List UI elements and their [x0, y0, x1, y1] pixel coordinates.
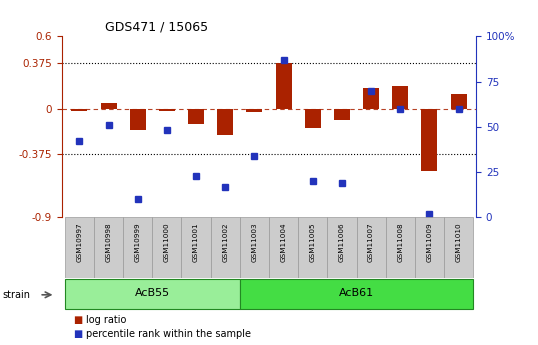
- Text: ■: ■: [73, 329, 82, 339]
- FancyBboxPatch shape: [327, 217, 357, 278]
- Text: ■: ■: [73, 315, 82, 325]
- FancyBboxPatch shape: [444, 217, 473, 278]
- Text: strain: strain: [3, 290, 31, 300]
- FancyBboxPatch shape: [123, 217, 152, 278]
- FancyBboxPatch shape: [211, 217, 240, 278]
- Bar: [246, 109, 263, 112]
- FancyBboxPatch shape: [65, 217, 94, 278]
- FancyBboxPatch shape: [240, 217, 269, 278]
- Text: AcB61: AcB61: [339, 288, 374, 298]
- FancyBboxPatch shape: [181, 217, 211, 278]
- Bar: [392, 86, 408, 109]
- Bar: [451, 94, 466, 109]
- Text: GSM11005: GSM11005: [310, 222, 316, 262]
- Text: log ratio: log ratio: [86, 315, 126, 325]
- Text: GSM10999: GSM10999: [134, 222, 141, 262]
- FancyBboxPatch shape: [298, 217, 327, 278]
- Text: GSM11007: GSM11007: [368, 222, 374, 262]
- Bar: [72, 109, 87, 111]
- FancyBboxPatch shape: [240, 279, 473, 309]
- Text: GSM11008: GSM11008: [397, 222, 404, 262]
- Bar: [217, 109, 233, 135]
- Bar: [130, 109, 146, 130]
- Bar: [159, 109, 175, 111]
- Text: percentile rank within the sample: percentile rank within the sample: [86, 329, 251, 339]
- Text: GDS471 / 15065: GDS471 / 15065: [105, 21, 208, 34]
- Text: GSM11004: GSM11004: [281, 222, 287, 262]
- FancyBboxPatch shape: [386, 217, 415, 278]
- Bar: [188, 109, 204, 125]
- FancyBboxPatch shape: [269, 217, 298, 278]
- Text: GSM11000: GSM11000: [164, 222, 170, 262]
- Text: GSM11010: GSM11010: [456, 222, 462, 262]
- Text: GSM10997: GSM10997: [76, 222, 82, 262]
- Text: GSM10998: GSM10998: [105, 222, 111, 262]
- Text: GSM11002: GSM11002: [222, 222, 228, 262]
- Text: GSM11001: GSM11001: [193, 222, 199, 262]
- Text: AcB55: AcB55: [134, 288, 170, 298]
- FancyBboxPatch shape: [65, 279, 240, 309]
- Bar: [363, 88, 379, 109]
- Bar: [305, 109, 321, 128]
- Bar: [334, 109, 350, 119]
- FancyBboxPatch shape: [94, 217, 123, 278]
- FancyBboxPatch shape: [152, 217, 181, 278]
- Text: GSM11003: GSM11003: [251, 222, 257, 262]
- Bar: [275, 63, 292, 109]
- Text: GSM11009: GSM11009: [427, 222, 433, 262]
- FancyBboxPatch shape: [415, 217, 444, 278]
- FancyBboxPatch shape: [357, 217, 386, 278]
- Text: GSM11006: GSM11006: [339, 222, 345, 262]
- Bar: [101, 103, 117, 109]
- Bar: [421, 109, 437, 171]
